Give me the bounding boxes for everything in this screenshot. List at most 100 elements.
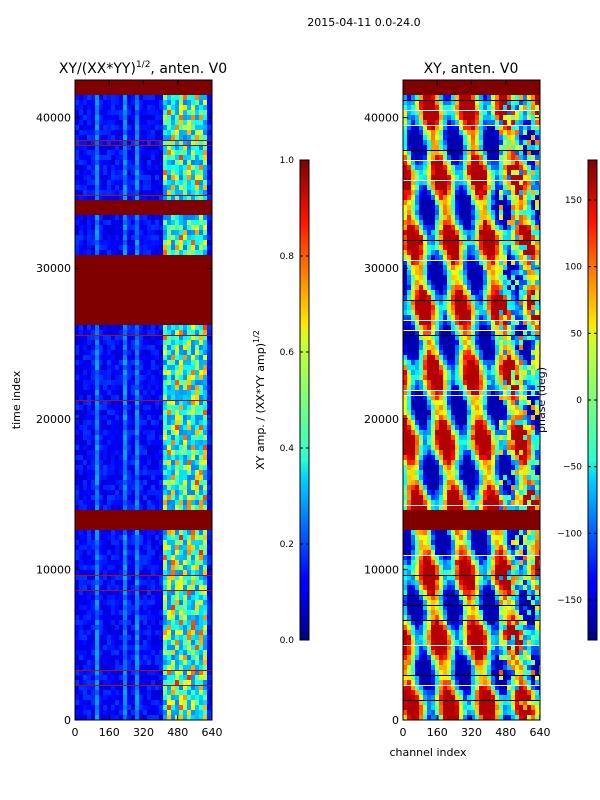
- heatmap-cell: [191, 610, 196, 616]
- heatmap-cell: [135, 685, 140, 691]
- heatmap-cell: [419, 130, 424, 136]
- heatmap-cell: [75, 130, 80, 136]
- heatmap-cell: [87, 230, 92, 236]
- heatmap-cell: [175, 590, 180, 596]
- heatmap-cell: [507, 260, 512, 266]
- heatmap-cell: [167, 130, 172, 136]
- heatmap-cell: [91, 660, 96, 666]
- heatmap-cell: [207, 695, 212, 701]
- heatmap-cell: [167, 420, 172, 426]
- heatmap-cell: [535, 210, 540, 216]
- heatmap-cell: [87, 620, 92, 626]
- heatmap-cell: [519, 185, 524, 191]
- heatmap-cell: [423, 180, 428, 186]
- heatmap-cell: [127, 620, 132, 626]
- heatmap-cell: [79, 350, 84, 356]
- heatmap-cell: [79, 615, 84, 621]
- heatmap-cell: [127, 440, 132, 446]
- heatmap-cell: [495, 105, 500, 111]
- heatmap-cell: [443, 230, 448, 236]
- heatmap-cell: [183, 375, 188, 381]
- heatmap-cell: [515, 160, 520, 166]
- heatmap-cell: [167, 115, 172, 121]
- heatmap-cell: [519, 155, 524, 161]
- heatmap-cell: [147, 340, 152, 346]
- heatmap-cell: [155, 605, 160, 611]
- heatmap-cell: [483, 180, 488, 186]
- heatmap-cell: [191, 240, 196, 246]
- heatmap-cell: [79, 535, 84, 541]
- heatmap-cell: [203, 185, 208, 191]
- heatmap-cell: [175, 685, 180, 691]
- heatmap-cell: [183, 155, 188, 161]
- heatmap-cell: [451, 130, 456, 136]
- heatmap-cell: [127, 480, 132, 486]
- heatmap-cell: [463, 240, 468, 246]
- heatmap-cell: [79, 675, 84, 681]
- heatmap-cell: [155, 565, 160, 571]
- heatmap-cell: [155, 590, 160, 596]
- heatmap-cell: [527, 160, 532, 166]
- heatmap-cell: [511, 100, 516, 106]
- heatmap-cell: [475, 265, 480, 271]
- heatmap-cell: [195, 640, 200, 646]
- heatmap-cell: [435, 145, 440, 151]
- heatmap-cell: [99, 385, 104, 391]
- heatmap-cell: [107, 120, 112, 126]
- heatmap-cell: [163, 170, 168, 176]
- heatmap-cell: [127, 685, 132, 691]
- heatmap-cell: [115, 715, 120, 720]
- heatmap-cell: [187, 700, 192, 706]
- heatmap-cell: [435, 190, 440, 196]
- heatmap-cell: [151, 455, 156, 461]
- heatmap-cell: [87, 190, 92, 196]
- heatmap-cell: [103, 390, 108, 396]
- heatmap-cell: [155, 685, 160, 691]
- heatmap-cell: [523, 175, 528, 181]
- heatmap-cell: [99, 610, 104, 616]
- heatmap-cell: [95, 435, 100, 441]
- heatmap-cell: [111, 580, 116, 586]
- heatmap-cell: [515, 130, 520, 136]
- heatmap-cell: [203, 245, 208, 251]
- heatmap-cell: [411, 160, 416, 166]
- heatmap-cell: [427, 125, 432, 131]
- heatmap-cell: [407, 100, 412, 106]
- heatmap-cell: [91, 425, 96, 431]
- heatmap-cell: [147, 170, 152, 176]
- heatmap-cell: [115, 530, 120, 536]
- heatmap-cell: [411, 120, 416, 126]
- heatmap-cell: [107, 565, 112, 571]
- heatmap-cell: [451, 100, 456, 106]
- heatmap-cell: [487, 250, 492, 256]
- heatmap-cell: [459, 160, 464, 166]
- heatmap-cell: [423, 230, 428, 236]
- heatmap-cell: [507, 130, 512, 136]
- heatmap-cell: [167, 220, 172, 226]
- heatmap-cell: [495, 230, 500, 236]
- heatmap-cell: [171, 710, 176, 716]
- heatmap-cell: [195, 135, 200, 141]
- heatmap-flag-line: [403, 110, 540, 111]
- heatmap-cell: [143, 480, 148, 486]
- heatmap-cell: [79, 620, 84, 626]
- heatmap-cell: [139, 465, 144, 471]
- heatmap-cell: [207, 405, 212, 411]
- heatmap-cell: [163, 395, 168, 401]
- heatmap-cell: [511, 250, 516, 256]
- heatmap-cell: [159, 395, 164, 401]
- heatmap-cell: [83, 445, 88, 451]
- heatmap-cell: [143, 185, 148, 191]
- heatmap-cell: [131, 660, 136, 666]
- heatmap-cell: [135, 410, 140, 416]
- heatmap-cell: [87, 665, 92, 671]
- heatmap-cell: [175, 585, 180, 591]
- heatmap-cell: [175, 605, 180, 611]
- heatmap-cell: [179, 655, 184, 661]
- heatmap-cell: [523, 225, 528, 231]
- heatmap-cell: [455, 95, 460, 101]
- heatmap-cell: [203, 500, 208, 506]
- heatmap-cell: [459, 225, 464, 231]
- heatmap-cell: [135, 715, 140, 720]
- heatmap-cell: [155, 490, 160, 496]
